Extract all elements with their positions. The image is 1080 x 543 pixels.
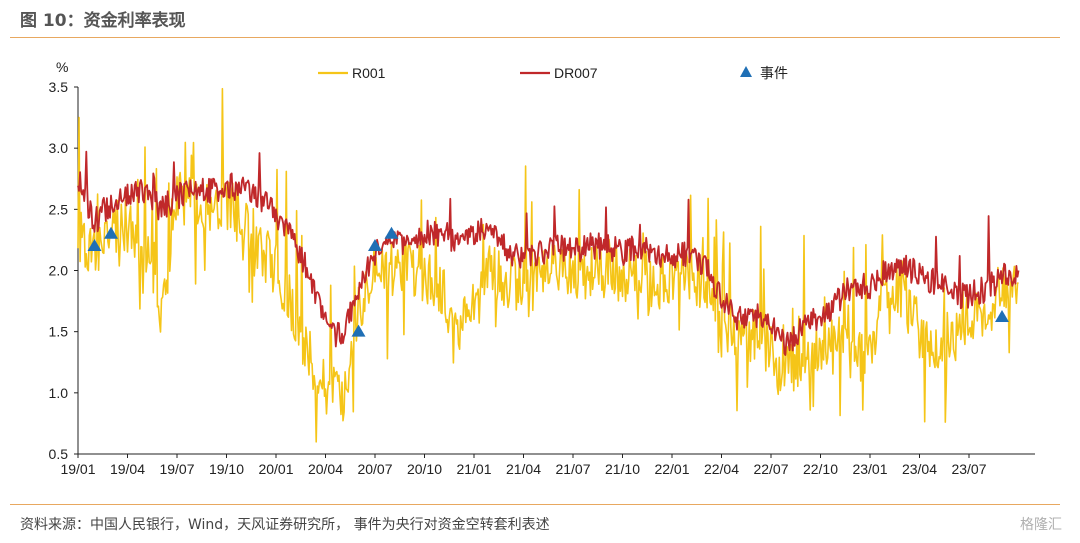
x-tick-label: 22/04 [704,461,739,477]
y-axis-unit: % [56,59,68,75]
event-marker [368,239,382,252]
watermark-logo: 格隆汇 [1020,517,1062,533]
x-tick-label: 19/10 [209,461,244,477]
x-tick-label: 20/04 [308,461,343,477]
x-tick-label: 20/10 [407,461,442,477]
event-markers [87,226,1009,337]
legend: R001 DR007 事件 [318,65,788,81]
bottom-divider [10,504,1060,505]
legend-swatch-events [740,66,752,77]
x-tick-label: 20/07 [357,461,392,477]
legend-label-dr007: DR007 [554,65,598,81]
x-tick-label: 21/01 [456,461,491,477]
x-tick-label: 21/07 [555,461,590,477]
x-tick-label: 19/01 [60,461,95,477]
series-line [77,87,1019,443]
x-axis: 19/01 19/04 19/07 19/10 20/01 20/04 20/07 20/10… [60,454,987,477]
x-tick-label: 21/10 [605,461,640,477]
figure-title: 图 10：资金利率表现 [20,11,186,31]
x-tick-label: 23/01 [852,461,887,477]
x-tick-label: 22/07 [753,461,788,477]
x-tick-label: 22/01 [654,461,689,477]
event-marker [384,226,399,239]
top-divider [10,37,1060,38]
y-tick-label: 0.5 [49,446,69,462]
x-tick-label: 23/04 [902,461,937,477]
series-dr007 [77,150,1020,356]
x-tick-label: 20/01 [258,461,293,477]
x-tick-label: 23/07 [951,461,986,477]
source-note: 资料来源：中国人民银行，Wind，天风证券研究所， 事件为央行对资金空转套利表述 [20,517,550,533]
x-tick-label: 19/07 [159,461,194,477]
event-marker [87,239,102,252]
event-marker [995,309,1009,322]
x-tick-label: 21/04 [506,461,541,477]
y-tick-label: 2.0 [49,263,69,279]
y-tick-label: 1.5 [49,324,69,340]
legend-label-r001: R001 [352,65,386,81]
legend-label-events: 事件 [760,65,788,81]
y-tick-label: 2.5 [49,201,69,217]
y-tick-label: 1.0 [49,385,69,401]
chart: 0.51.01.52.02.53.03.5% 19/01 19/04 19/07 19… [49,59,1035,477]
x-tick-label: 19/04 [110,461,145,477]
event-marker [104,226,118,239]
y-tick-label: 3.5 [49,79,69,95]
x-tick-label: 22/10 [803,461,838,477]
y-tick-label: 3.0 [49,140,69,156]
series-line [77,150,1020,356]
series-r001 [77,87,1019,443]
y-axis: 0.5 1.0 1.5 2.0 2.5 3.0 3.5% [49,59,78,462]
event-marker [351,324,366,337]
